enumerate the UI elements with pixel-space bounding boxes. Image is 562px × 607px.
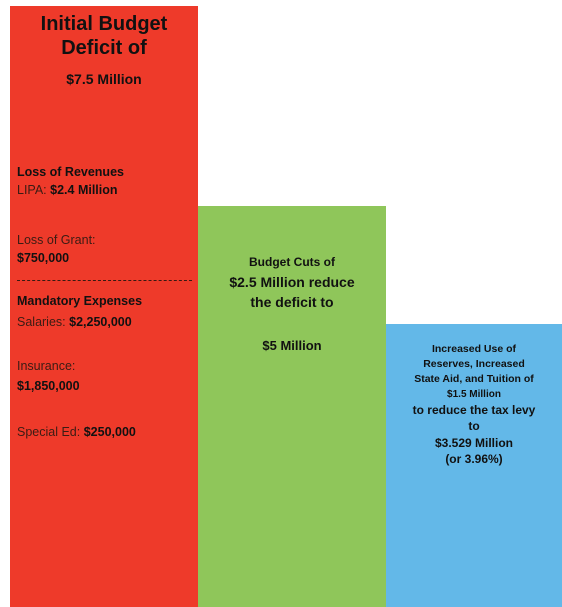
mandatory-expenses-header: Mandatory Expenses — [17, 294, 143, 308]
grant-label: Loss of Grant: — [17, 233, 96, 247]
initial-title-line2: Deficit of — [61, 37, 147, 59]
initial-title-line1: Initial Budget — [40, 13, 168, 35]
reserves-line1: Increased Use of — [431, 343, 517, 355]
reserves-line8: (or 3.96%) — [445, 452, 503, 466]
initial-deficit-bar: Initial Budget Deficit of $7.5 Million L… — [10, 6, 198, 607]
insurance-label: Insurance: — [17, 359, 76, 373]
lipa-line: LIPA: $2.4 Million — [17, 183, 118, 197]
initial-title-amount: $7.5 Million — [66, 71, 142, 87]
cuts-line3: the deficit to — [250, 294, 334, 310]
reserves-line2: Reserves, Increased — [423, 358, 525, 370]
reserves-line3: State Aid, and Tuition of — [414, 373, 534, 385]
reserves-line7: $3.529 Million — [434, 436, 514, 450]
budget-cuts-bar: Budget Cuts of $2.5 Million reduce the d… — [198, 206, 386, 607]
reserves-line4: $1.5 Million — [447, 389, 501, 400]
cuts-result: $5 Million — [262, 338, 322, 353]
salaries-line: Salaries: $2,250,000 — [17, 315, 132, 329]
cuts-line2: $2.5 Million reduce — [229, 274, 355, 290]
section-divider — [17, 280, 192, 281]
cuts-line1: Budget Cuts of — [249, 255, 335, 269]
reserves-bar: Increased Use of Reserves, Increased Sta… — [386, 324, 562, 607]
special-ed-line: Special Ed: $250,000 — [17, 425, 136, 439]
grant-value: $750,000 — [17, 251, 70, 265]
insurance-value: $1,850,000 — [17, 379, 80, 393]
loss-of-revenues-header: Loss of Revenues — [17, 165, 124, 179]
reserves-line6: to — [468, 419, 480, 433]
reserves-line5: to reduce the tax levy — [412, 403, 536, 417]
